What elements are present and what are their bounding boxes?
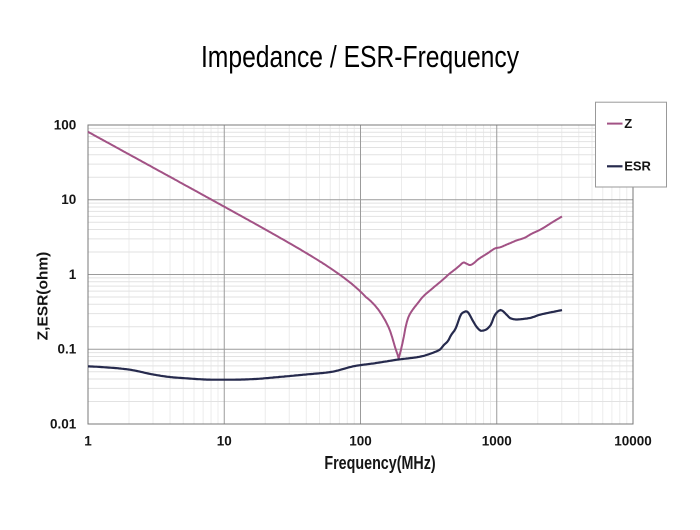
svg-text:0.1: 0.1 [58,342,77,357]
svg-text:Impedance / ESR-Frequency: Impedance / ESR-Frequency [201,40,519,74]
svg-text:1000: 1000 [482,434,512,449]
svg-text:0.01: 0.01 [50,416,77,431]
svg-text:10: 10 [217,434,232,449]
svg-text:10000: 10000 [614,434,652,449]
svg-text:100: 100 [349,434,372,449]
svg-text:ESR: ESR [624,159,651,174]
svg-text:1: 1 [69,267,77,282]
svg-text:Frequency(MHz): Frequency(MHz) [324,452,435,473]
svg-text:100: 100 [54,117,77,132]
svg-text:Z: Z [624,116,632,131]
svg-text:Z,ESR(ohm): Z,ESR(ohm) [35,252,51,341]
svg-text:10: 10 [61,192,76,207]
svg-text:1: 1 [84,434,92,449]
